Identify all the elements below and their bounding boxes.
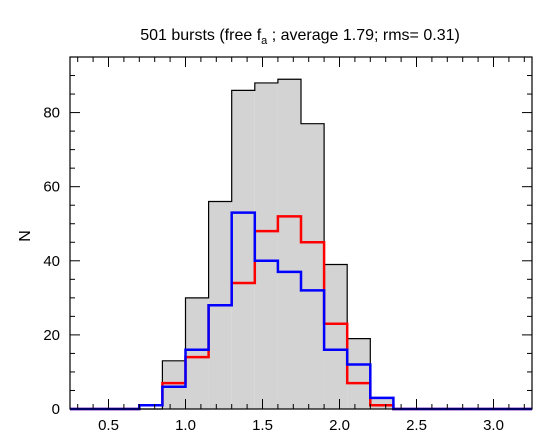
- histogram-bar-fill: [277, 79, 301, 410]
- x-tick-label: 2.5: [406, 417, 427, 433]
- histogram-bar-fill: [254, 82, 278, 410]
- chart-title-suffix: ; average 1.79; rms= 0.31): [267, 27, 460, 44]
- y-tick-label: 0: [52, 401, 60, 418]
- histogram-bar-fill: [324, 264, 348, 409]
- histogram-bar-fill: [231, 90, 255, 410]
- histogram-bar-fill: [301, 123, 325, 410]
- chart-title-prefix: 501 bursts (free f: [140, 27, 262, 44]
- y-tick-label: 80: [43, 105, 60, 122]
- chart-title: 501 bursts (free fa ; average 1.79; rms=…: [140, 27, 460, 47]
- plot-frame: [69, 56, 533, 410]
- x-tick-label: 1.0: [175, 417, 196, 433]
- chart-title-subscript: a: [261, 35, 268, 47]
- histogram-series-0: [70, 78, 532, 410]
- y-axis-ticks: 0 20 40 60 80: [43, 56, 532, 418]
- x-tick-label: 3.0: [483, 417, 504, 433]
- x-axis-ticks: 0.5 1.0 1.5 2.0 2.5 3.0: [77, 57, 525, 433]
- histogram-bar-fill: [185, 297, 209, 409]
- x-tick-label: 2.0: [329, 417, 350, 433]
- x-tick-label: 1.5: [252, 417, 273, 433]
- y-axis-label: N: [17, 230, 34, 242]
- histogram-bar-fill: [370, 397, 394, 409]
- histogram-bar-fill: [347, 338, 371, 409]
- y-tick-label: 60: [43, 179, 60, 196]
- histogram-bar-fill: [162, 360, 186, 409]
- y-tick-label: 40: [43, 253, 60, 270]
- histogram-layers: [70, 78, 532, 411]
- y-tick-label: 20: [43, 327, 60, 344]
- x-tick-label: 0.5: [98, 417, 119, 433]
